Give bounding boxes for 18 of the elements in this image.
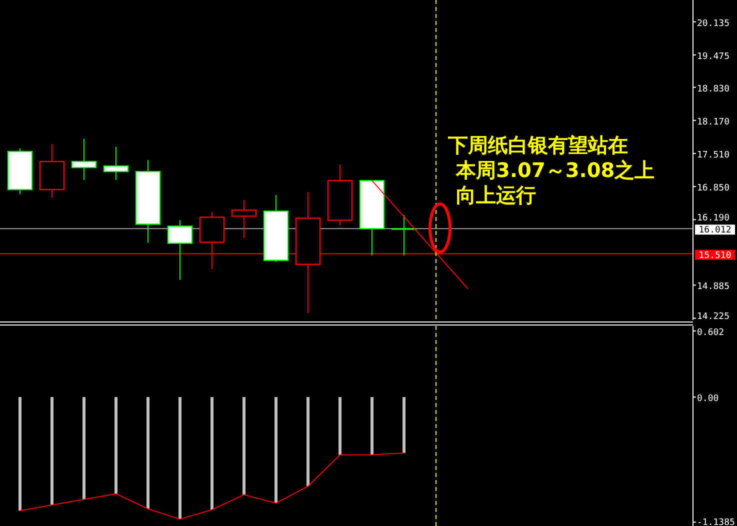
ref-line-label: 15.510	[698, 250, 732, 261]
annotation: 下周纸白银有望站在	[447, 133, 628, 157]
y-tick-label: 16.190	[697, 214, 730, 224]
y-tick-label: 14.885	[697, 282, 730, 292]
annotation: 向上运行	[456, 183, 536, 207]
y-tick-label: 17.510	[697, 150, 730, 160]
y-tick-label: -1.1385	[697, 518, 735, 526]
y-tick-label: 18.170	[697, 117, 730, 128]
y-tick-label: 0.602	[697, 328, 724, 338]
y-tick-label: 14.225	[697, 312, 730, 322]
y-tick-label: 0.00	[697, 394, 719, 404]
y-tick-label: 19.475	[697, 52, 730, 62]
y-tick-label: 16.850	[697, 184, 730, 194]
annotation: 本周3.07～3.08之上	[455, 158, 655, 182]
y-tick-label: 18.830	[697, 84, 730, 94]
ref-line-label: 16.012	[698, 226, 732, 236]
y-tick-label: 20.135	[697, 18, 730, 29]
line-series	[20, 452, 405, 520]
